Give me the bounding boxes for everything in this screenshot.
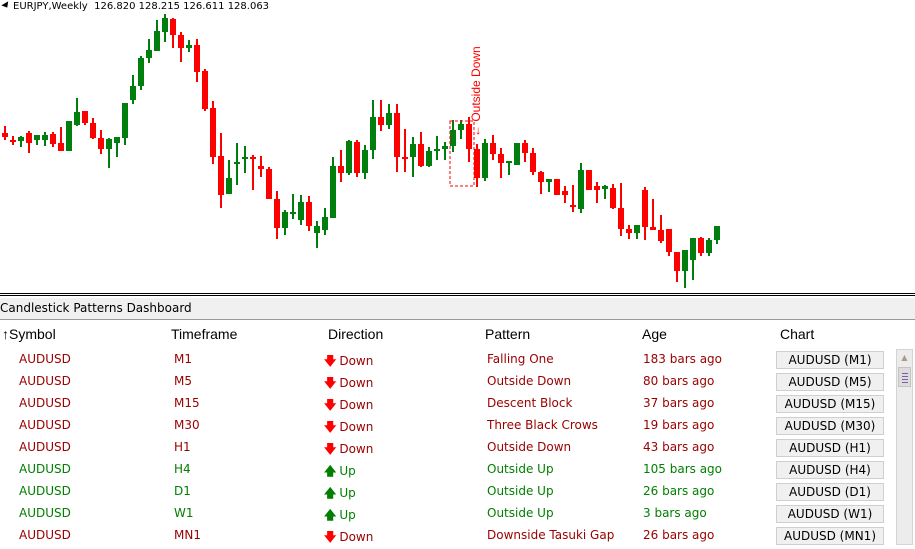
cell-direction: 🡇 Down (324, 376, 374, 390)
cell-pattern: Descent Block (487, 396, 573, 410)
cell-direction: 🡇 Down (324, 398, 374, 412)
cell-symbol: AUDUSD (19, 352, 71, 366)
cell-timeframe: MN1 (174, 528, 201, 542)
cell-age: 19 bars ago (643, 418, 715, 432)
cell-pattern: Outside Up (487, 484, 554, 498)
chart-separator-line-2 (0, 295, 915, 296)
chart-ohlc-values: 126.820 128.215 126.611 128.063 (94, 1, 270, 12)
cell-timeframe: M5 (174, 374, 192, 388)
cell-direction: 🡇 Down (324, 530, 374, 544)
price-chart[interactable]: ← Outside Down EURJPY,Weekly 126.820 128… (0, 0, 915, 293)
table-row[interactable]: AUDUSD W1 🡅 Up Outside Up 3 bars ago AUDUSD (W… (0, 503, 890, 525)
table-row[interactable]: AUDUSD M30 🡇 Down Three Black Crows 19 bars a… (0, 415, 890, 437)
cell-direction: 🡇 Down (324, 420, 374, 434)
cell-pattern: Downside Tasuki Gap (487, 528, 615, 542)
column-header-direction[interactable]: Direction (328, 326, 384, 342)
column-header-timeframe[interactable]: Timeframe (171, 326, 238, 342)
open-chart-button[interactable]: AUDUSD (MN1) (776, 527, 884, 545)
cell-symbol: AUDUSD (19, 528, 71, 542)
open-chart-button[interactable]: AUDUSD (H4) (776, 461, 884, 479)
column-header-chart[interactable]: Chart (780, 326, 815, 342)
cell-age: 3 bars ago (643, 506, 707, 520)
table-row[interactable]: AUDUSD D1 🡅 Up Outside Up 26 bars ago AUDUSD (… (0, 481, 890, 503)
arrow-up-icon: 🡅 (324, 508, 337, 522)
cell-pattern: Falling One (487, 352, 554, 366)
cell-timeframe: D1 (174, 484, 191, 498)
open-chart-button[interactable]: AUDUSD (M5) (776, 373, 884, 391)
table-row[interactable]: AUDUSD M1 🡇 Down Falling One 183 bars ago AUDU… (0, 349, 890, 371)
sort-ascending-icon: ↑ (2, 326, 9, 342)
pattern-annotation-label: ← Outside Down (469, 46, 483, 137)
scroll-up-arrow-icon[interactable]: ▲ (901, 353, 908, 362)
cell-pattern: Outside Up (487, 462, 554, 476)
open-chart-button[interactable]: AUDUSD (H1) (776, 439, 884, 457)
cell-timeframe: H4 (174, 462, 191, 476)
arrow-up-icon: 🡅 (324, 486, 337, 500)
cell-pattern: Three Black Crows (487, 418, 598, 432)
cell-symbol: AUDUSD (19, 374, 71, 388)
arrow-down-icon: 🡇 (324, 376, 337, 390)
cell-timeframe: M30 (174, 418, 200, 432)
arrow-down-icon: 🡇 (324, 398, 337, 412)
vertical-scrollbar[interactable]: ▲ (896, 349, 913, 545)
cell-timeframe: W1 (174, 506, 194, 520)
cell-pattern: Outside Down (487, 440, 572, 454)
cell-age: 80 bars ago (643, 374, 715, 388)
cell-direction: 🡇 Down (324, 442, 374, 456)
open-chart-button[interactable]: AUDUSD (D1) (776, 483, 884, 501)
cell-direction: 🡇 Down (324, 354, 374, 368)
cell-symbol: AUDUSD (19, 396, 71, 410)
scroll-thumb[interactable] (898, 367, 911, 387)
table-row[interactable]: AUDUSD MN1 🡇 Down Downside Tasuki Gap 26 bars… (0, 525, 890, 547)
panel-title: Candlestick Patterns Dashboard (0, 298, 915, 320)
cell-direction: 🡅 Up (324, 508, 356, 522)
chart-symbol-timeframe: EURJPY,Weekly (13, 1, 88, 12)
arrow-down-icon: 🡇 (324, 420, 337, 434)
candlestick-series: ← Outside Down (2, 14, 720, 288)
arrow-down-icon: 🡇 (324, 354, 337, 368)
cell-age: 43 bars ago (643, 440, 715, 454)
arrow-down-icon: 🡇 (324, 442, 337, 456)
dashboard-panel: Candlestick Patterns Dashboard ↑Symbol T… (0, 298, 915, 545)
cell-symbol: AUDUSD (19, 506, 71, 520)
pattern-highlight-box (449, 120, 475, 187)
cell-age: 26 bars ago (643, 528, 715, 542)
cell-timeframe: M15 (174, 396, 200, 410)
cell-age: 37 bars ago (643, 396, 715, 410)
column-header-symbol[interactable]: ↑Symbol (2, 326, 56, 342)
table-row[interactable]: AUDUSD M5 🡇 Down Outside Down 80 bars ago AUDU… (0, 371, 890, 393)
chart-separator-line (0, 293, 915, 294)
chart-title-bar: EURJPY,Weekly 126.820 128.215 126.611 12… (1, 1, 270, 12)
cell-age: 183 bars ago (643, 352, 723, 366)
open-chart-button[interactable]: AUDUSD (M1) (776, 351, 884, 369)
arrow-down-icon: 🡇 (324, 530, 337, 544)
open-chart-button[interactable]: AUDUSD (M15) (776, 395, 884, 413)
chart-menu-triangle-icon[interactable] (1, 1, 11, 10)
cell-timeframe: M1 (174, 352, 192, 366)
cell-timeframe: H1 (174, 440, 191, 454)
arrow-up-icon: 🡅 (324, 464, 337, 478)
cell-symbol: AUDUSD (19, 462, 71, 476)
table-row[interactable]: AUDUSD H4 🡅 Up Outside Up 105 bars ago AUDUSD … (0, 459, 890, 481)
cell-symbol: AUDUSD (19, 484, 71, 498)
cell-age: 105 bars ago (643, 462, 723, 476)
cell-direction: 🡅 Up (324, 486, 356, 500)
column-header-age[interactable]: Age (642, 326, 667, 342)
cell-direction: 🡅 Up (324, 464, 356, 478)
cell-symbol: AUDUSD (19, 418, 71, 432)
table-row[interactable]: AUDUSD M15 🡇 Down Descent Block 37 bars ago AU… (0, 393, 890, 415)
cell-symbol: AUDUSD (19, 440, 71, 454)
open-chart-button[interactable]: AUDUSD (M30) (776, 417, 884, 435)
table-row[interactable]: AUDUSD H1 🡇 Down Outside Down 43 bars ago AUDU… (0, 437, 890, 459)
cell-pattern: Outside Down (487, 374, 572, 388)
cell-age: 26 bars ago (643, 484, 715, 498)
column-header-pattern[interactable]: Pattern (485, 326, 531, 342)
open-chart-button[interactable]: AUDUSD (W1) (776, 505, 884, 523)
cell-pattern: Outside Up (487, 506, 554, 520)
